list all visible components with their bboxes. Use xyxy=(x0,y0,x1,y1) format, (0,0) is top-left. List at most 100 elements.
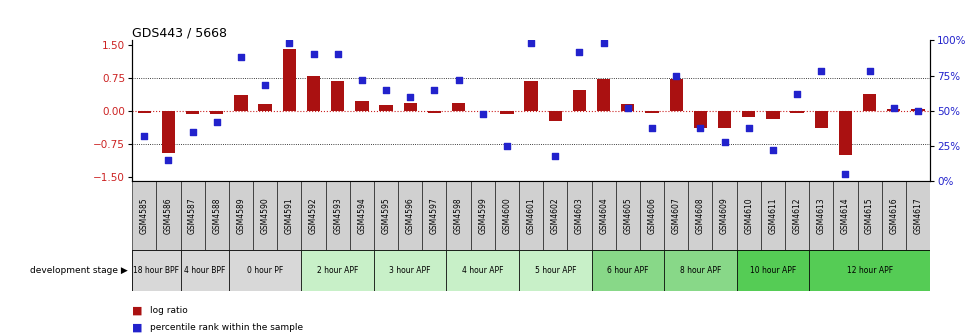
Text: development stage ▶: development stage ▶ xyxy=(29,266,127,275)
Point xyxy=(619,106,635,111)
Bar xyxy=(862,94,875,111)
Bar xyxy=(760,181,784,250)
Text: GSM4589: GSM4589 xyxy=(237,198,245,234)
Bar xyxy=(252,181,277,250)
Bar xyxy=(283,49,295,111)
Point xyxy=(185,129,200,135)
Bar xyxy=(669,79,682,111)
Bar xyxy=(597,79,609,111)
Bar xyxy=(886,109,900,111)
Text: GSM4604: GSM4604 xyxy=(599,198,607,234)
Text: GSM4597: GSM4597 xyxy=(429,198,438,234)
Text: GSM4608: GSM4608 xyxy=(695,198,704,234)
Bar xyxy=(735,181,760,250)
Text: GSM4596: GSM4596 xyxy=(405,198,415,234)
Bar xyxy=(567,181,591,250)
Bar xyxy=(766,111,778,119)
Bar xyxy=(161,111,175,153)
Bar xyxy=(911,109,923,111)
Bar xyxy=(789,111,803,113)
Bar xyxy=(132,250,180,291)
Text: GSM4598: GSM4598 xyxy=(454,198,463,234)
Text: 5 hour APF: 5 hour APF xyxy=(534,266,575,275)
Point xyxy=(305,52,321,57)
Bar xyxy=(735,250,809,291)
Point xyxy=(691,125,707,130)
Bar xyxy=(156,181,180,250)
Point xyxy=(474,111,490,116)
Point xyxy=(330,52,345,57)
Point xyxy=(837,172,853,177)
Bar xyxy=(524,81,537,111)
Bar xyxy=(518,181,543,250)
Point xyxy=(716,139,732,144)
Text: GSM4606: GSM4606 xyxy=(646,198,656,234)
Text: ■: ■ xyxy=(132,306,143,316)
Bar xyxy=(204,181,229,250)
Text: 18 hour BPF: 18 hour BPF xyxy=(133,266,179,275)
Text: GSM4615: GSM4615 xyxy=(865,198,873,234)
Bar xyxy=(326,181,349,250)
Bar xyxy=(138,111,151,113)
Bar xyxy=(688,181,712,250)
Text: 12 hour APF: 12 hour APF xyxy=(846,266,892,275)
Text: percentile rank within the sample: percentile rank within the sample xyxy=(150,323,302,332)
Bar xyxy=(277,181,301,250)
Bar xyxy=(543,181,567,250)
Bar xyxy=(186,111,200,115)
Point xyxy=(861,69,876,74)
Text: GSM4585: GSM4585 xyxy=(140,198,149,234)
Bar xyxy=(403,103,417,111)
Text: GSM4592: GSM4592 xyxy=(309,198,318,234)
Bar xyxy=(591,250,663,291)
Text: GSM4602: GSM4602 xyxy=(551,198,559,234)
Point xyxy=(885,106,901,111)
Bar xyxy=(379,105,392,111)
Point xyxy=(426,87,442,92)
Text: GSM4587: GSM4587 xyxy=(188,198,197,234)
Bar xyxy=(809,250,929,291)
Text: GSM4610: GSM4610 xyxy=(743,198,752,234)
Text: GSM4590: GSM4590 xyxy=(260,198,269,234)
Point xyxy=(233,54,248,60)
Text: ■: ■ xyxy=(132,323,143,333)
Bar xyxy=(180,250,229,291)
Bar xyxy=(398,181,422,250)
Bar xyxy=(881,181,905,250)
Point xyxy=(282,40,297,46)
Bar xyxy=(645,111,658,113)
Bar xyxy=(210,111,223,114)
Point xyxy=(402,94,418,99)
Bar xyxy=(591,181,615,250)
Bar xyxy=(355,101,368,111)
Text: GSM4601: GSM4601 xyxy=(526,198,535,234)
Bar xyxy=(663,250,735,291)
Point xyxy=(450,77,466,83)
Bar xyxy=(229,181,252,250)
Point xyxy=(354,77,370,83)
Bar xyxy=(640,181,663,250)
Bar xyxy=(518,250,591,291)
Bar xyxy=(374,250,446,291)
Bar xyxy=(712,181,735,250)
Point xyxy=(547,153,562,159)
Bar xyxy=(258,104,272,111)
Point xyxy=(813,69,828,74)
Bar xyxy=(838,111,851,155)
Bar xyxy=(717,111,731,128)
Text: GSM4593: GSM4593 xyxy=(333,198,342,234)
Text: GSM4611: GSM4611 xyxy=(768,198,777,234)
Text: GSM4591: GSM4591 xyxy=(285,198,293,234)
Text: GSM4588: GSM4588 xyxy=(212,198,221,234)
Bar xyxy=(814,111,827,128)
Point xyxy=(571,49,587,54)
Bar xyxy=(132,181,156,250)
Text: GSM4600: GSM4600 xyxy=(502,198,511,234)
Text: GSM4603: GSM4603 xyxy=(574,198,583,234)
Text: GSM4616: GSM4616 xyxy=(888,198,898,234)
Text: GSM4612: GSM4612 xyxy=(792,198,801,234)
Point xyxy=(257,83,273,88)
Bar xyxy=(572,90,586,111)
Point xyxy=(378,87,393,92)
Text: 4 hour APF: 4 hour APF xyxy=(462,266,503,275)
